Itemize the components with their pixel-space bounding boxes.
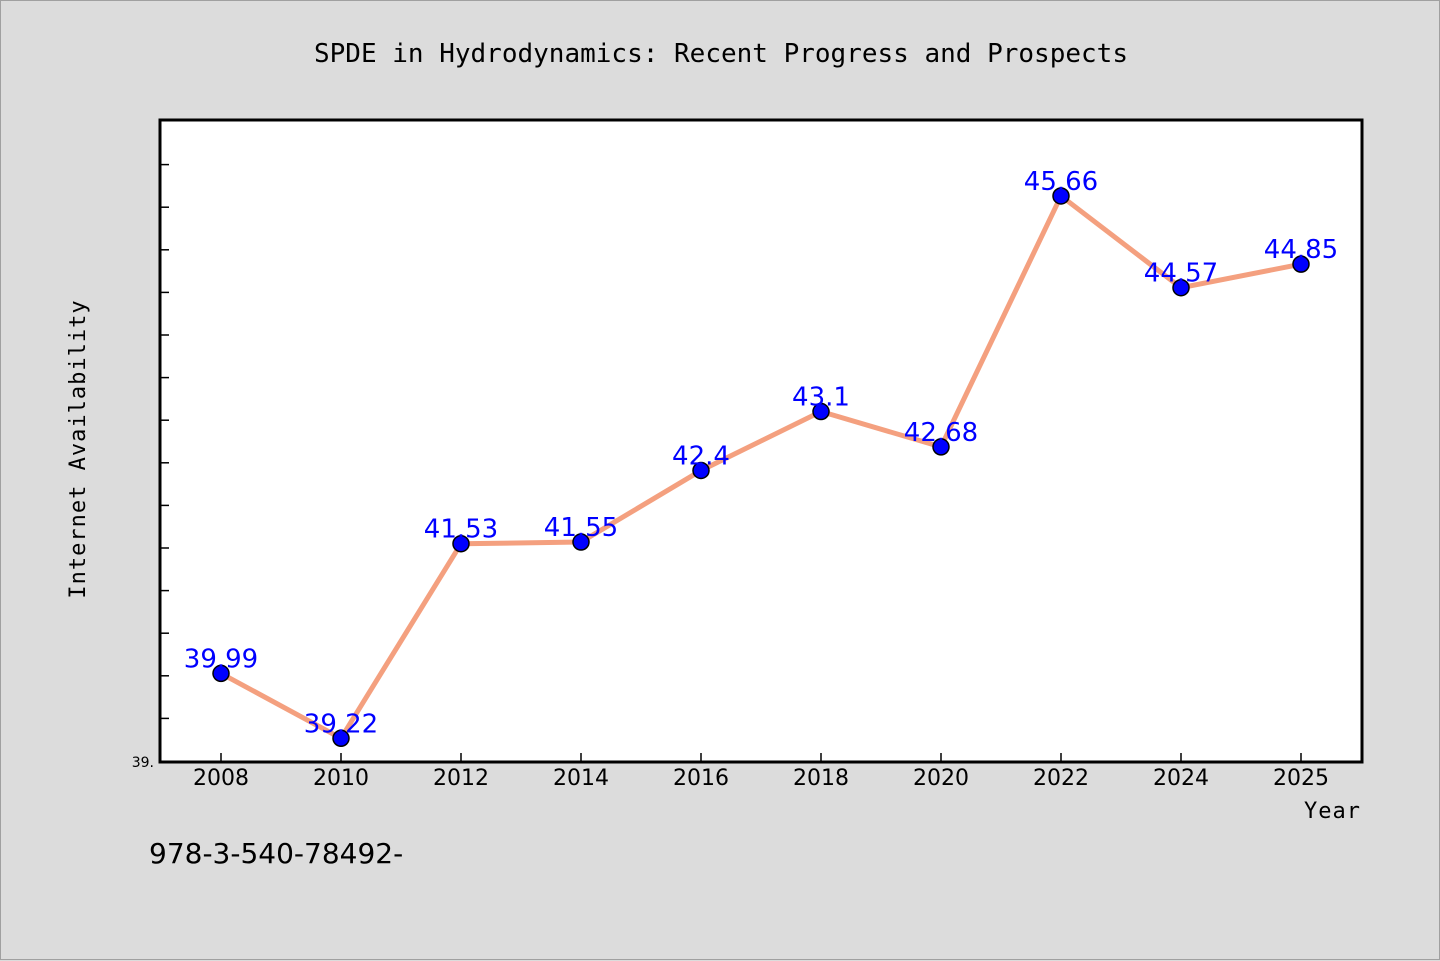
x-tick-label: 2008 xyxy=(193,766,249,791)
x-tick-label: 2018 xyxy=(793,766,849,791)
data-point xyxy=(932,438,950,456)
x-tick-label: 2025 xyxy=(1273,766,1329,791)
data-label: 41.53 xyxy=(424,515,498,545)
data-point xyxy=(212,664,230,683)
data-point xyxy=(812,402,830,421)
data-label: 39.22 xyxy=(304,709,378,739)
data-point xyxy=(1292,255,1310,273)
x-tick-label: 2022 xyxy=(1033,766,1089,791)
series-line xyxy=(218,192,1304,742)
data-label: 42.4 xyxy=(672,441,730,471)
data-labels: 39.99 39.22 41.53 41.55 42.4 43.1 42.68 45.66 44… xyxy=(184,167,1338,739)
y-axis-title: Internet Availability xyxy=(66,299,91,598)
x-tick-label: 2012 xyxy=(433,766,489,791)
x-axis-tick-labels: 2008 2010 2012 2014 2016 2018 2020 2022 2024 2025 xyxy=(193,766,1329,791)
data-label: 42.68 xyxy=(904,418,978,448)
data-markers xyxy=(212,187,1310,748)
x-tick-label: 2016 xyxy=(673,766,729,791)
x-tick-label: 2014 xyxy=(553,766,609,791)
y-tick-label: 39. xyxy=(132,755,154,771)
data-point xyxy=(1172,278,1190,297)
x-tick-label: 2010 xyxy=(313,766,369,791)
data-label: 44.57 xyxy=(1144,259,1218,289)
data-label: 43.1 xyxy=(792,383,850,413)
data-label: 41.55 xyxy=(544,513,618,543)
y-axis-ticks xyxy=(161,163,169,720)
x-tick-label: 2024 xyxy=(1153,766,1209,791)
data-label: 39.99 xyxy=(184,644,258,674)
x-axis-ticks xyxy=(220,753,1302,761)
data-point xyxy=(1052,187,1070,205)
x-axis-title: Year xyxy=(1304,799,1361,824)
data-label: 45.66 xyxy=(1024,167,1098,197)
data-point xyxy=(572,533,590,551)
data-point xyxy=(452,534,470,553)
data-point xyxy=(692,461,710,480)
footer-isbn-text: 978-3-540-78492- xyxy=(149,837,403,870)
x-tick-label: 2020 xyxy=(913,766,969,791)
data-point xyxy=(332,729,350,748)
chart-title: SPDE in Hydrodynamics: Recent Progress a… xyxy=(314,39,1128,69)
data-label: 44.85 xyxy=(1264,235,1338,265)
